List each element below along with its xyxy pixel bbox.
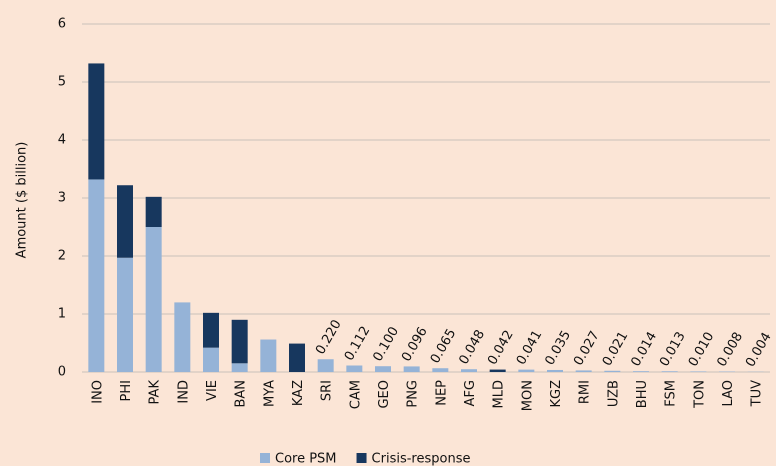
bar-segment (231, 319, 248, 364)
x-tick-label: VIE (205, 380, 220, 401)
x-tick-label: LAO (721, 380, 736, 406)
x-tick-label: FSM (664, 380, 679, 407)
bar-segment (575, 370, 592, 372)
bar-segment (174, 302, 191, 372)
bar-segment (489, 369, 506, 372)
value-label: 0.065 (428, 326, 460, 366)
bar-segment (203, 312, 219, 348)
x-tick-label: CAM (348, 380, 363, 409)
bar-segment (117, 257, 133, 372)
value-label: 0.042 (485, 328, 517, 368)
x-tick-label: AFG (463, 380, 478, 406)
y-tick-label: 6 (58, 17, 66, 32)
bar-segment (461, 369, 477, 372)
bar-segment (547, 369, 563, 372)
legend-swatch (260, 453, 270, 463)
bar-segment (375, 366, 391, 372)
bar-segment (633, 371, 649, 372)
bar-segment (88, 179, 105, 372)
value-label: 0.027 (571, 329, 603, 369)
x-tick-label: KAZ (291, 380, 306, 406)
x-tick-label: PAK (148, 380, 163, 405)
x-tick-label: TUV (750, 380, 765, 407)
value-label: 0.041 (514, 328, 546, 368)
value-label: 0.008 (714, 330, 746, 370)
value-label: 0.021 (600, 329, 632, 369)
bar-segment (145, 227, 162, 372)
x-tick-label: RMI (578, 380, 593, 404)
value-label: 0.112 (342, 324, 374, 364)
bar-segment (690, 371, 707, 372)
value-label: 0.096 (399, 325, 431, 365)
y-tick-label: 3 (58, 191, 66, 206)
bar-segment (346, 365, 363, 372)
x-tick-label: MLD (492, 380, 507, 408)
x-tick-label: IND (176, 380, 191, 404)
value-label: 0.048 (456, 327, 488, 367)
x-tick-label: BAN (234, 380, 249, 408)
bar-segment (203, 347, 219, 372)
value-label: 0.004 (743, 330, 775, 370)
x-tick-label: INO (90, 380, 105, 404)
bar-segment (88, 63, 105, 180)
bar-segment (403, 366, 420, 372)
x-tick-label: BHU (635, 380, 650, 408)
x-tick-label: KGZ (549, 380, 564, 408)
bar-segment (117, 185, 133, 258)
value-label: 0.010 (686, 330, 718, 370)
value-label: 0.220 (313, 318, 345, 358)
bar-segment (260, 339, 277, 372)
bar-segment (432, 368, 449, 372)
y-tick-label: 0 (58, 365, 66, 380)
x-tick-label: GEO (377, 380, 392, 409)
bar-segment (289, 343, 305, 372)
x-tick-label: PNG (406, 380, 421, 408)
y-tick-label: 4 (58, 133, 66, 148)
value-label: 0.014 (628, 329, 660, 369)
bar-segment (661, 371, 678, 372)
value-label: 0.035 (542, 328, 574, 368)
value-label: 0.100 (370, 324, 402, 364)
legend-swatch (356, 453, 367, 463)
bar-segment (604, 370, 621, 372)
x-tick-label: MON (520, 380, 535, 411)
x-tick-label: NEP (434, 380, 449, 406)
y-tick-label: 2 (58, 249, 66, 264)
bar-segment (145, 196, 162, 227)
value-label: 0.013 (657, 330, 689, 370)
x-tick-label: SRI (320, 380, 335, 401)
y-axis-title: Amount ($ billion) (15, 142, 30, 259)
legend-label: Core PSM (275, 452, 337, 466)
y-tick-label: 1 (58, 307, 66, 322)
bar-segment (317, 359, 334, 372)
x-tick-label: UZB (606, 380, 621, 407)
x-tick-label: PHI (119, 380, 134, 401)
x-tick-label: TON (692, 380, 707, 409)
y-tick-label: 5 (58, 75, 66, 90)
bar-segment (518, 369, 535, 372)
bar-segment (231, 363, 248, 372)
legend-label: Crisis-response (372, 452, 471, 466)
x-tick-label: MYA (262, 380, 277, 407)
